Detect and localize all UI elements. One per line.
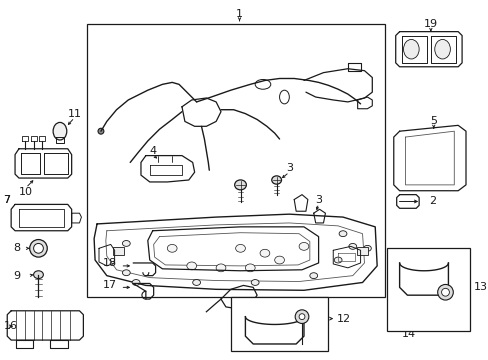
Text: 6: 6 xyxy=(230,312,237,321)
Ellipse shape xyxy=(274,256,284,264)
Text: 19: 19 xyxy=(423,19,437,29)
Ellipse shape xyxy=(235,244,245,252)
Ellipse shape xyxy=(186,262,196,270)
Ellipse shape xyxy=(437,284,452,300)
Text: 17: 17 xyxy=(102,280,116,291)
Ellipse shape xyxy=(441,288,448,296)
Ellipse shape xyxy=(333,257,341,263)
Ellipse shape xyxy=(216,264,225,272)
Ellipse shape xyxy=(167,244,177,252)
Text: 15: 15 xyxy=(435,310,448,320)
Ellipse shape xyxy=(122,240,130,246)
Ellipse shape xyxy=(34,243,43,253)
Text: 7: 7 xyxy=(3,194,10,204)
Bar xyxy=(87,24,384,297)
Ellipse shape xyxy=(338,231,346,237)
Ellipse shape xyxy=(34,271,43,279)
Ellipse shape xyxy=(30,239,47,257)
Text: 11: 11 xyxy=(67,109,81,119)
Text: 2: 2 xyxy=(428,197,435,207)
Text: 16: 16 xyxy=(3,321,17,332)
Text: 7: 7 xyxy=(3,194,10,204)
Ellipse shape xyxy=(251,280,259,285)
Ellipse shape xyxy=(299,243,308,250)
Bar xyxy=(112,247,124,255)
Text: 13: 13 xyxy=(473,282,487,292)
Text: 14: 14 xyxy=(247,343,262,353)
Ellipse shape xyxy=(348,243,356,249)
Bar xyxy=(356,247,367,255)
Ellipse shape xyxy=(260,249,269,257)
Text: 18: 18 xyxy=(102,258,116,268)
Ellipse shape xyxy=(53,122,67,140)
Text: 12: 12 xyxy=(336,314,350,324)
Text: 14: 14 xyxy=(402,329,416,339)
Ellipse shape xyxy=(295,310,308,324)
Ellipse shape xyxy=(234,180,246,190)
Text: 3: 3 xyxy=(285,163,292,173)
Ellipse shape xyxy=(309,273,317,279)
Ellipse shape xyxy=(192,280,200,285)
Ellipse shape xyxy=(245,264,255,272)
Text: 5: 5 xyxy=(429,116,436,126)
Bar xyxy=(230,297,328,351)
Ellipse shape xyxy=(299,314,305,320)
Ellipse shape xyxy=(363,246,370,251)
Ellipse shape xyxy=(279,90,289,104)
Ellipse shape xyxy=(403,40,418,59)
Ellipse shape xyxy=(434,40,449,59)
Text: 8: 8 xyxy=(13,243,20,253)
Ellipse shape xyxy=(132,280,140,285)
Text: 3: 3 xyxy=(314,194,322,204)
Bar xyxy=(386,248,469,331)
Text: 1: 1 xyxy=(236,9,243,19)
Text: 9: 9 xyxy=(13,271,20,281)
Text: 15: 15 xyxy=(296,333,310,343)
Ellipse shape xyxy=(98,128,103,134)
Text: 10: 10 xyxy=(19,187,33,197)
Ellipse shape xyxy=(122,270,130,276)
Ellipse shape xyxy=(255,80,270,89)
Text: 4: 4 xyxy=(149,146,156,156)
Ellipse shape xyxy=(271,176,281,184)
